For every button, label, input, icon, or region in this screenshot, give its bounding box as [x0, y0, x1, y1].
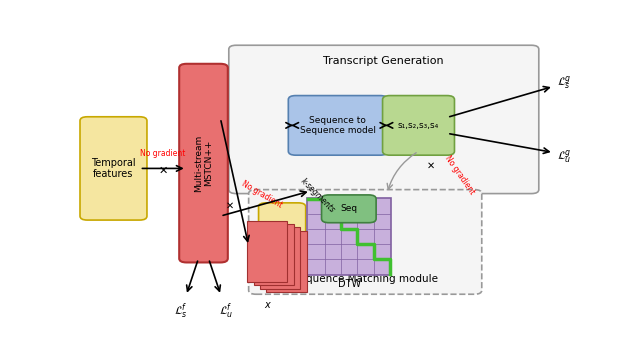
- Text: $\mathcal{L}_u^f$: $\mathcal{L}_u^f$: [219, 301, 233, 321]
- Text: No gradient: No gradient: [140, 149, 186, 158]
- Text: Seq: Seq: [340, 204, 357, 213]
- FancyBboxPatch shape: [248, 190, 482, 294]
- Text: Sequence Matching module: Sequence Matching module: [292, 273, 438, 284]
- FancyBboxPatch shape: [259, 203, 306, 276]
- FancyBboxPatch shape: [288, 96, 388, 155]
- Text: No gradient: No gradient: [444, 154, 477, 196]
- FancyBboxPatch shape: [383, 96, 454, 155]
- Text: No gradient: No gradient: [240, 180, 284, 210]
- FancyBboxPatch shape: [260, 227, 300, 289]
- Text: Transcript Generation: Transcript Generation: [323, 56, 444, 66]
- Text: x: x: [264, 300, 270, 310]
- FancyBboxPatch shape: [247, 221, 287, 282]
- FancyBboxPatch shape: [307, 198, 392, 275]
- FancyBboxPatch shape: [80, 117, 147, 220]
- Text: $\mathcal{L}_u^g$: $\mathcal{L}_u^g$: [557, 148, 572, 165]
- FancyBboxPatch shape: [253, 224, 294, 285]
- FancyBboxPatch shape: [179, 64, 228, 262]
- Text: Sequence to
Sequence model: Sequence to Sequence model: [300, 116, 376, 135]
- Text: k-segments: k-segments: [298, 177, 336, 215]
- Text: ✕: ✕: [427, 161, 435, 171]
- Text: $\hat{Y}_u$: $\hat{Y}_u$: [275, 230, 289, 248]
- Text: Multi-stream
MSTCN++: Multi-stream MSTCN++: [194, 135, 213, 192]
- FancyBboxPatch shape: [229, 45, 539, 194]
- Text: DTW: DTW: [337, 279, 361, 289]
- Text: Temporal
features: Temporal features: [91, 158, 136, 179]
- FancyBboxPatch shape: [321, 195, 376, 223]
- Text: ✕: ✕: [158, 166, 168, 176]
- Text: s₁,s₂,s₃,s₄: s₁,s₂,s₃,s₄: [398, 121, 439, 130]
- Text: $\mathcal{L}_s^g$: $\mathcal{L}_s^g$: [557, 74, 572, 91]
- FancyBboxPatch shape: [266, 231, 307, 292]
- Text: ✕: ✕: [226, 201, 234, 211]
- Text: $\mathcal{L}_s^f$: $\mathcal{L}_s^f$: [174, 301, 188, 321]
